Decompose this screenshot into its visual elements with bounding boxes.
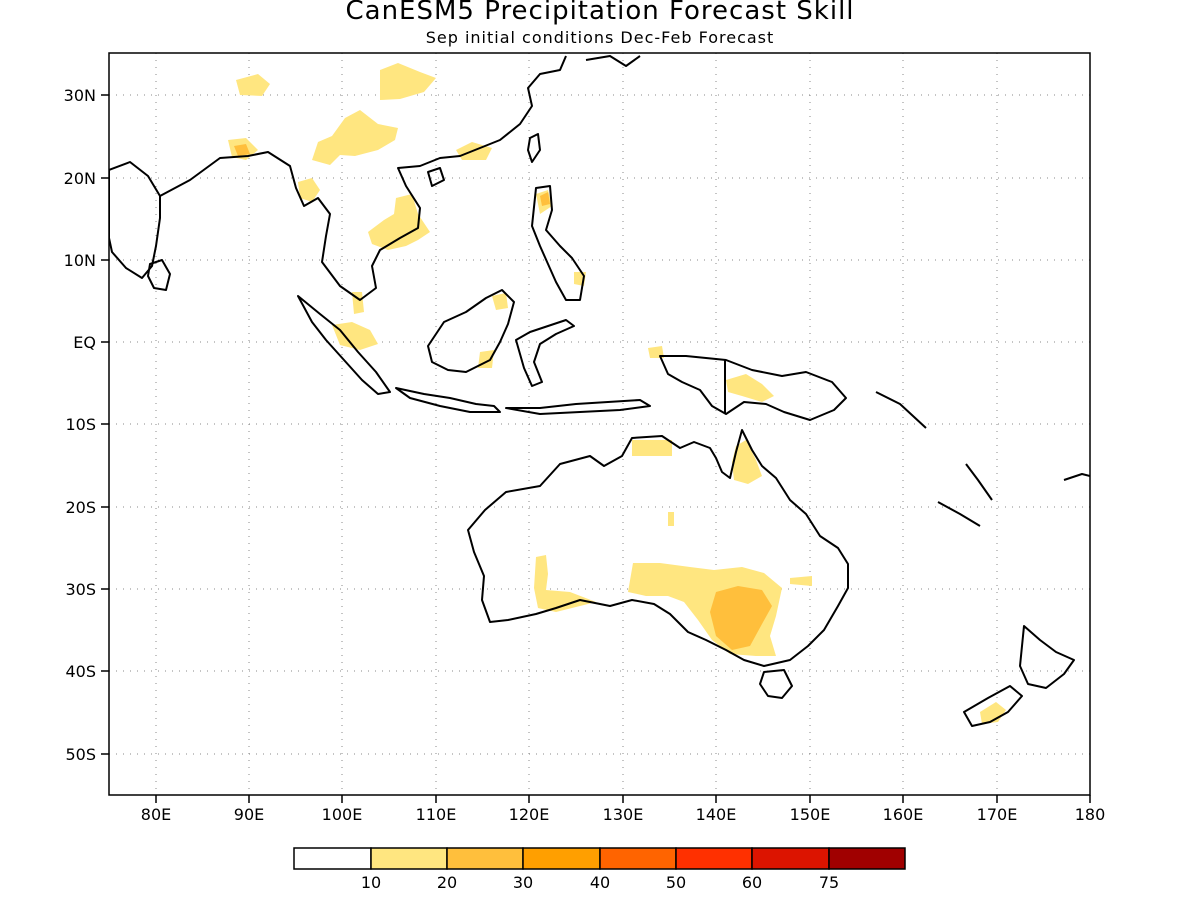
colorbar-swatch — [675, 847, 753, 870]
skill-shading-20-30 — [234, 144, 772, 650]
gridlines — [109, 53, 1090, 795]
colorbar-swatch — [446, 847, 524, 870]
lon-label: 110E — [416, 805, 457, 824]
lat-label: 10N — [64, 251, 96, 270]
colorbar-swatch — [370, 847, 448, 870]
skill-shading-10-20 — [228, 63, 1006, 724]
colorbar-swatch — [293, 847, 372, 870]
lat-label: 40S — [65, 662, 96, 681]
colorbar-swatch — [828, 847, 906, 870]
map-title: CanESM5 Precipitation Forecast Skill — [345, 0, 855, 26]
colorbar-label: 10 — [361, 873, 381, 892]
colorbar-label: 60 — [742, 873, 762, 892]
lon-label: 100E — [322, 805, 363, 824]
lon-label: 90E — [234, 805, 264, 824]
coastlines — [109, 55, 1090, 727]
lon-label: 80E — [141, 805, 171, 824]
lat-tick-labels: 30N 20N 10N EQ 10S 20S 30S 40S 50S — [64, 86, 96, 764]
lon-label: 130E — [603, 805, 644, 824]
colorbar-label: 75 — [819, 873, 839, 892]
colorbar-swatch — [751, 847, 830, 870]
lat-label: 50S — [65, 745, 96, 764]
lat-label: 30S — [65, 580, 96, 599]
lat-label: 10S — [65, 415, 96, 434]
lon-label: 120E — [509, 805, 550, 824]
lat-label: 20S — [65, 498, 96, 517]
colorbar: 10 20 30 40 50 60 75 — [293, 847, 906, 892]
lat-label: EQ — [73, 333, 96, 352]
lat-label: 20N — [64, 169, 96, 188]
colorbar-label: 30 — [513, 873, 533, 892]
lon-label: 140E — [696, 805, 737, 824]
colorbar-label: 40 — [590, 873, 610, 892]
lon-label: 160E — [883, 805, 924, 824]
lon-label: 170E — [977, 805, 1018, 824]
colorbar-swatch — [522, 847, 601, 870]
lon-label: 150E — [790, 805, 831, 824]
tick-marks — [101, 94, 1091, 803]
colorbar-label: 20 — [437, 873, 457, 892]
lon-tick-labels: 80E 90E 100E 110E 120E 130E 140E 150E 16… — [141, 805, 1106, 824]
colorbar-label: 50 — [666, 873, 686, 892]
map-subtitle: Sep initial conditions Dec-Feb Forecast — [425, 28, 775, 47]
lon-label: 180 — [1075, 805, 1106, 824]
lat-label: 30N — [64, 86, 96, 105]
colorbar-swatch — [599, 847, 677, 870]
